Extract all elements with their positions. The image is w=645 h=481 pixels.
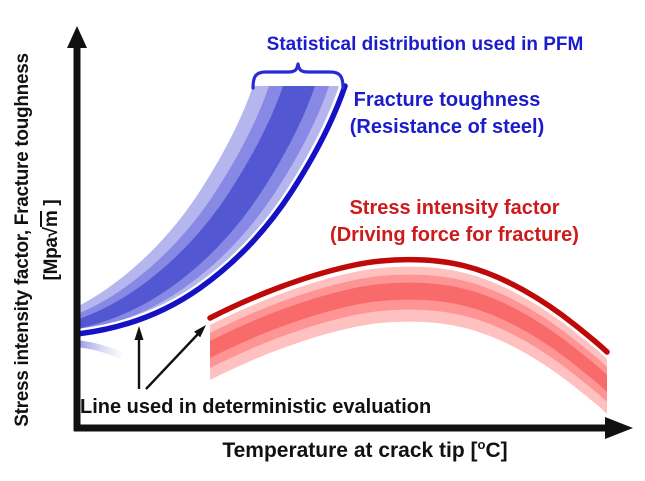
arrow-to-blue-head-icon — [134, 326, 144, 340]
fracture-toughness-label-line2: (Resistance of steel) — [349, 116, 545, 138]
axes — [67, 26, 633, 439]
stress-intensity-band — [207, 254, 611, 414]
degree-symbol: o — [477, 437, 486, 452]
pfm-distribution-label: Statistical distribution used in PFM — [266, 34, 584, 55]
unit-prefix: [Mpa — [41, 237, 62, 281]
deterministic-line-label: Line used in deterministic evaluation — [80, 396, 432, 418]
stress-intensity-label: Stress intensity factor (Driving force f… — [322, 195, 587, 249]
x-axis-label: Temperature at crack tip [oC] — [100, 437, 630, 464]
radicand: m — [40, 210, 62, 228]
x-axis-arrowhead-icon — [605, 417, 633, 439]
y-axis-label: Stress intensity factor, Fracture toughn… — [8, 5, 66, 475]
red-band-core — [210, 282, 607, 392]
fracture-toughness-label: Fracture toughness (Resistance of steel) — [338, 87, 556, 141]
stress-intensity-label-line1: Stress intensity factor — [349, 197, 560, 219]
x-axis-label-text: Temperature at crack tip [ — [222, 439, 478, 462]
radical-sign: √ — [41, 227, 62, 238]
stress-intensity-line — [207, 256, 610, 355]
arrow-to-red-head-icon — [194, 325, 206, 338]
unit-suffix: ] — [41, 199, 62, 211]
y-axis-label-line1: Stress intensity factor, Fracture toughn… — [12, 53, 33, 427]
deterministic-arrows — [134, 325, 206, 390]
fracture-toughness-line — [80, 83, 348, 337]
y-axis-arrowhead-icon — [67, 26, 87, 48]
blue-band-lower-tail — [80, 340, 124, 359]
y-axis-label-units: [Mpa√m ] — [37, 5, 66, 475]
pfm-brace-icon — [251, 62, 345, 90]
x-axis-label-unit: C] — [485, 439, 508, 462]
arrow-to-red-line — [145, 333, 199, 390]
stress-intensity-label-line2: (Driving force for fracture) — [330, 224, 579, 246]
blue-band-core — [80, 86, 315, 329]
fracture-toughness-label-line1: Fracture toughness — [353, 89, 541, 111]
fracture-toughness-band — [80, 83, 350, 359]
